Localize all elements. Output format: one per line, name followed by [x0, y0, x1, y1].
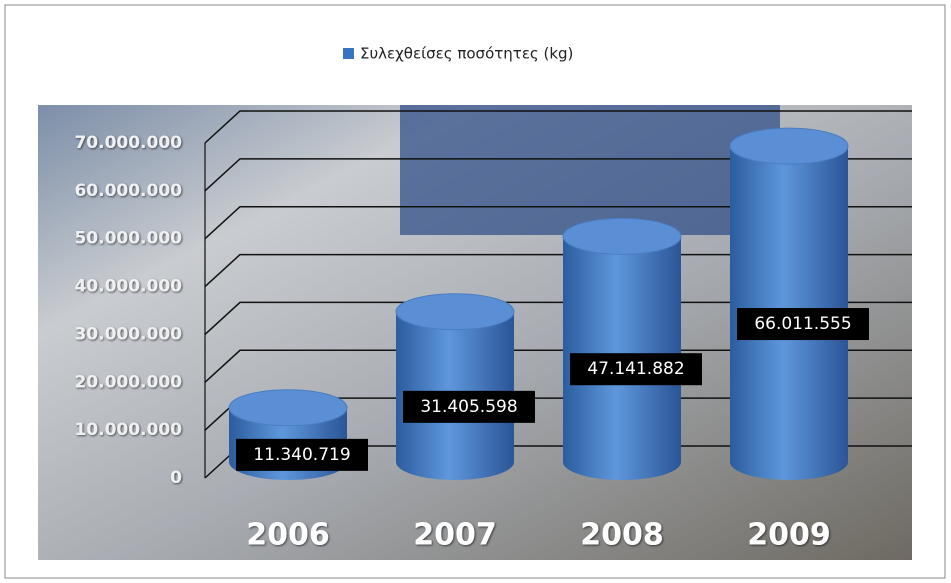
value-label: 11.340.719	[253, 445, 350, 465]
x-tick-label: 2006	[246, 518, 330, 553]
value-label-box	[737, 308, 869, 341]
value-label: 66.011.555	[754, 314, 851, 334]
grid-line	[204, 158, 912, 192]
grid-line	[204, 205, 912, 240]
x-tick-label: 2007	[413, 518, 497, 553]
y-tick-label: 50.000.000	[74, 229, 182, 249]
legend-swatch	[343, 48, 354, 59]
x-tick-label: 2008	[580, 518, 664, 553]
y-tick-label: 10.000.000	[74, 420, 182, 440]
x-tick-label: 2009	[747, 518, 831, 553]
value-label: 31.405.598	[420, 397, 517, 417]
value-label: 47.141.882	[587, 359, 684, 379]
bar-top	[395, 293, 515, 331]
bar-top	[729, 127, 849, 165]
y-tick-label: 70.000.000	[74, 133, 182, 153]
grid-line	[204, 301, 912, 335]
value-label-box	[236, 438, 368, 471]
legend-label: Συλεχθείσες ποσότητες (kg)	[360, 45, 573, 63]
y-tick-label: 0	[170, 468, 182, 488]
y-tick-label: 60.000.000	[74, 181, 182, 201]
tarp	[400, 105, 780, 235]
grid-line	[204, 253, 912, 288]
bar-top	[562, 217, 682, 255]
bar-top	[228, 389, 348, 427]
grid-line	[204, 349, 912, 383]
grid-line	[204, 110, 912, 144]
y-tick-label: 20.000.000	[74, 372, 182, 392]
value-label-box	[570, 353, 702, 386]
y-tick-label: 30.000.000	[74, 324, 182, 344]
value-label-box	[403, 390, 535, 423]
y-tick-label: 40.000.000	[74, 277, 182, 297]
